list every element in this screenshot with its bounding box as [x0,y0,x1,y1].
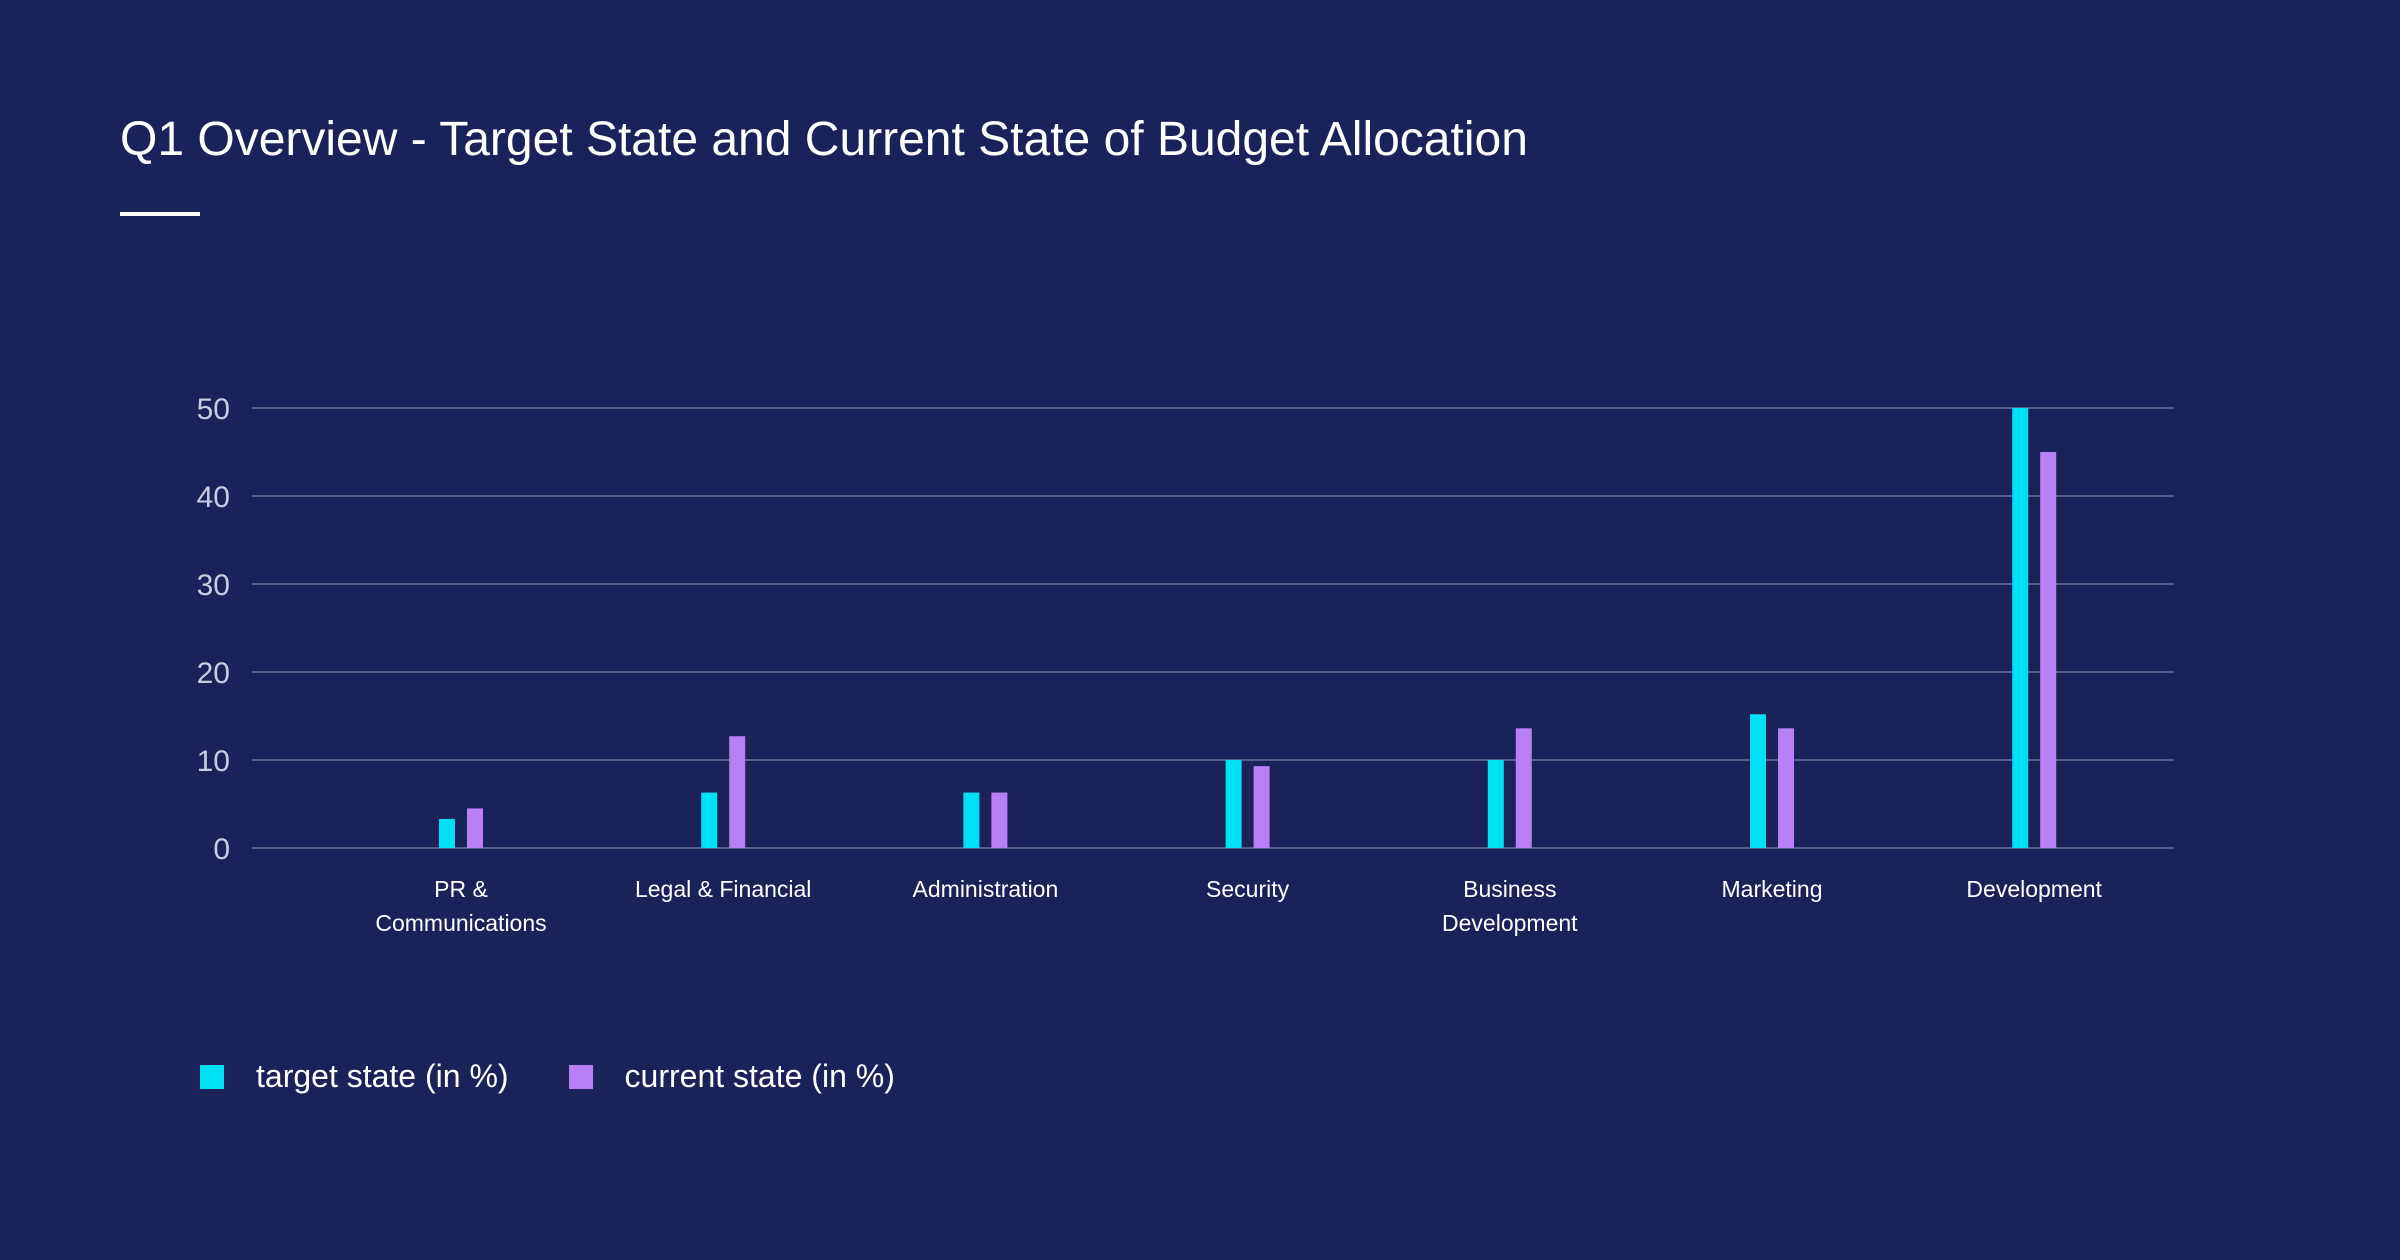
bar-target[interactable] [439,818,455,848]
bar-current[interactable] [2040,452,2057,848]
x-tick-label: Development [1966,876,2102,902]
bar-target[interactable] [1487,760,1504,848]
legend-label-current: current state (in %) [624,1058,895,1094]
bar-current[interactable] [1778,728,1794,848]
bar-current[interactable] [991,792,1008,848]
y-tick-label: 40 [197,481,230,514]
y-tick-label: 20 [197,657,230,690]
x-tick-label: Security [1206,876,1290,902]
legend-item-current[interactable]: current state (in %) [568,1058,895,1095]
bar-target[interactable] [963,792,980,848]
bar-target[interactable] [2012,408,2029,848]
y-tick-label: 50 [197,393,230,426]
legend-item-target[interactable]: target state (in %) [200,1058,509,1095]
title-underline [120,212,200,216]
bar-target[interactable] [1750,714,1766,848]
legend-swatch-current [568,1064,593,1089]
chart-title: Q1 Overview - Target State and Current S… [120,113,1528,166]
x-tick-label: Administration [913,876,1059,902]
x-tick-label: Legal & Financial [635,876,811,902]
x-tick-label: Marketing [1722,876,1823,902]
bar-target[interactable] [1225,760,1242,848]
bar-target[interactable] [701,792,718,848]
bar-current[interactable] [1253,766,1270,848]
legend: target state (in %) current state (in %) [200,1058,955,1095]
bar-current[interactable] [1515,728,1532,848]
y-tick-label: 30 [197,569,230,602]
x-tick-label: Business Development [1442,876,1578,936]
y-tick-label: 0 [213,833,230,866]
y-tick-label: 10 [197,745,230,778]
bar-current[interactable] [467,808,483,848]
legend-label-target: target state (in %) [256,1058,509,1094]
x-tick-label: PR & Communications [375,876,546,936]
bar-current[interactable] [729,736,746,848]
legend-swatch-target [200,1064,224,1089]
